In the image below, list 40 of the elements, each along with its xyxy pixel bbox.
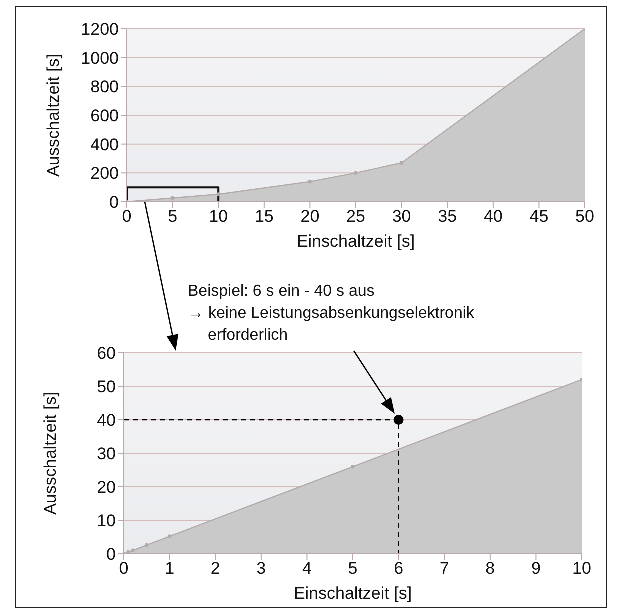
x-tick-label: 20 [300,207,320,226]
x-tick-label: 5 [168,207,178,226]
x-tick-label: 40 [484,207,503,226]
x-tick-label: 50 [576,207,594,226]
x-tick-label: 5 [348,559,358,578]
y-tick-label: 50 [97,378,116,397]
y-tick-label: 20 [97,478,116,498]
y-tick-label: 400 [90,135,119,154]
y-tick-label: 0 [106,545,116,564]
y-tick-label: 60 [97,344,116,364]
x-tick-label: 10 [209,207,228,226]
y-tick-label: 10 [97,512,116,531]
x-tick-label: 0 [122,207,132,226]
y-axis-title: Ausschaltzeit [s] [44,54,64,177]
x-tick-label: 9 [531,559,541,578]
x-tick-label: 3 [256,559,266,578]
x-tick-label: 4 [302,559,312,578]
x-tick-label: 25 [346,207,366,226]
y-tick-label: 800 [90,78,119,97]
y-tick-label: 30 [97,444,116,464]
x-axis-title: Einschaltzeit [s] [296,232,416,251]
x-tick-label: 30 [392,207,412,226]
x-tick-label: 2 [210,559,220,578]
y-tick-label: 200 [90,164,119,184]
x-tick-label: 15 [254,207,274,226]
text: Beispiel: 6 s ein - 40 s aus → keine Leistungsabsenkungselektronik erforderlich [188,282,474,346]
y-tick-label: 40 [97,411,116,430]
x-axis-title: Einschaltzeit [s] [294,584,412,603]
y-tick-label: 1000 [81,48,119,68]
x-tick-label: 10 [572,559,592,578]
x-tick-label: 45 [530,207,549,226]
x-tick-label: 8 [486,559,496,578]
y-axis-title: Ausschaltzeit [s] [41,392,60,515]
x-tick-label: 7 [440,559,450,578]
y-tick-label: 1200 [81,20,119,40]
x-tick-label: 1 [165,559,175,578]
y-tick-label: 600 [90,106,119,126]
y-tick-label: 0 [110,193,119,212]
x-tick-label: 6 [394,559,404,578]
x-tick-label: 35 [438,207,458,226]
